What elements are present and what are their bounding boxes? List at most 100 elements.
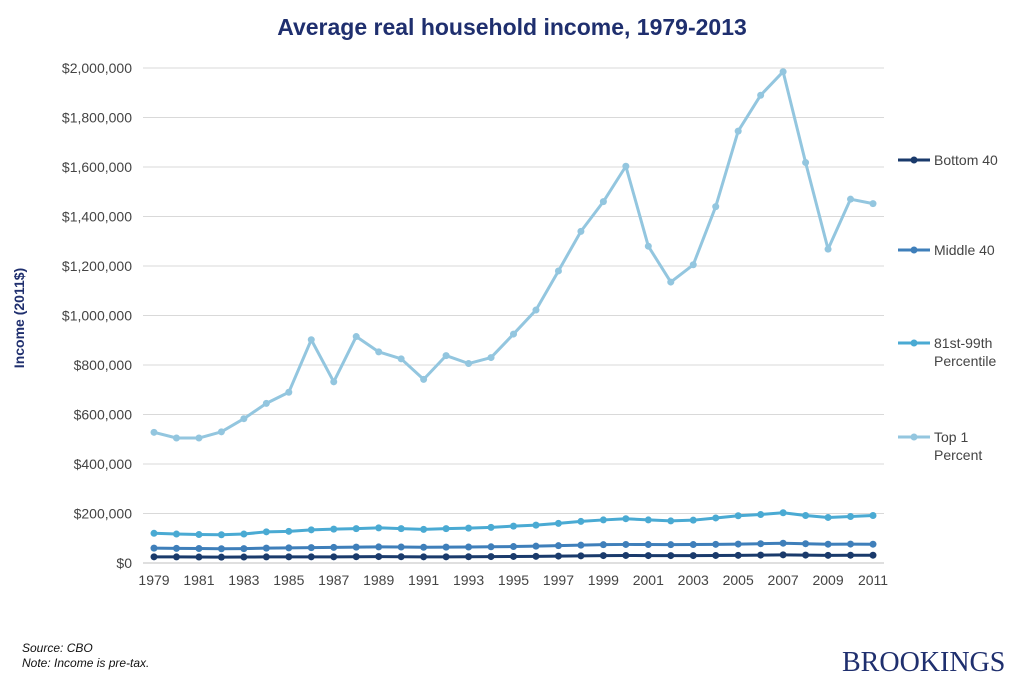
data-point	[824, 540, 832, 548]
data-point	[442, 352, 450, 360]
data-point	[307, 544, 315, 552]
y-tick-label: $1,000,000	[62, 308, 132, 324]
legend-label: Top 1 Percent	[934, 429, 982, 463]
data-point	[779, 68, 787, 76]
data-point	[802, 551, 810, 559]
data-point	[824, 513, 832, 521]
data-point	[330, 525, 338, 533]
data-point	[712, 203, 720, 211]
data-point	[375, 348, 383, 356]
data-point	[240, 553, 248, 561]
data-point	[420, 543, 428, 551]
data-point	[465, 553, 473, 561]
data-point	[554, 552, 562, 560]
legend-label: Bottom 40	[934, 152, 998, 168]
data-point	[150, 529, 158, 537]
data-point	[330, 378, 338, 386]
data-point	[442, 543, 450, 551]
data-point	[465, 360, 473, 368]
series-lines	[150, 68, 877, 561]
data-point	[307, 526, 315, 534]
data-point	[195, 434, 203, 442]
y-tick-label: $600,000	[74, 407, 133, 423]
data-point	[622, 162, 630, 170]
data-point	[712, 514, 720, 522]
x-axis-ticks: 1979 1981 1983 1985 1987 1989 1991 1993 1995 1997…	[138, 572, 888, 588]
data-point	[172, 530, 180, 538]
data-point	[847, 551, 855, 559]
data-point	[487, 523, 495, 531]
data-point	[487, 543, 495, 551]
y-axis-ticks: $0 $200,000 $400,000 $600,000 $800,000 $1,000…	[62, 60, 132, 571]
data-point	[644, 242, 652, 250]
data-point	[824, 245, 832, 253]
x-tick-label: 2001	[633, 572, 664, 588]
x-tick-label: 2011	[858, 572, 888, 588]
data-point	[150, 428, 158, 436]
x-tick-label: 2003	[678, 572, 709, 588]
data-point	[644, 516, 652, 524]
x-tick-label: 1979	[138, 572, 169, 588]
series-middle-40	[150, 539, 877, 553]
data-point	[577, 517, 585, 525]
data-point	[554, 267, 562, 275]
line-chart: Average real household income, 1979-2013…	[11, 14, 998, 588]
data-point	[689, 516, 697, 524]
data-point	[644, 552, 652, 560]
data-point	[622, 551, 630, 559]
x-tick-label: 1983	[228, 572, 259, 588]
x-tick-label: 1989	[363, 572, 394, 588]
data-point	[420, 375, 428, 383]
chart-title: Average real household income, 1979-2013	[277, 14, 747, 40]
y-tick-label: $1,600,000	[62, 159, 132, 175]
x-tick-label: 1999	[588, 572, 619, 588]
y-tick-label: $200,000	[74, 506, 133, 522]
data-point	[869, 540, 877, 548]
y-tick-label: $800,000	[74, 357, 133, 373]
brookings-logo: BROOKINGS	[842, 647, 1006, 678]
data-point	[420, 525, 428, 533]
data-point	[397, 553, 405, 561]
data-point	[240, 415, 248, 423]
data-point	[375, 553, 383, 561]
y-tick-label: $1,400,000	[62, 209, 132, 225]
data-point	[869, 511, 877, 519]
data-point	[397, 355, 405, 363]
data-point	[802, 159, 810, 167]
income-note: Note: Income is pre-tax.	[22, 656, 150, 670]
data-point	[532, 552, 540, 560]
data-point	[262, 544, 270, 552]
data-point	[217, 428, 225, 436]
data-point	[375, 524, 383, 532]
data-point	[622, 540, 630, 548]
data-point	[217, 545, 225, 553]
data-point	[465, 543, 473, 551]
data-point	[487, 354, 495, 362]
data-point	[599, 198, 607, 206]
data-point	[532, 306, 540, 314]
x-tick-label: 1991	[408, 572, 439, 588]
data-point	[352, 553, 360, 561]
data-point	[307, 336, 315, 344]
data-point	[150, 553, 158, 561]
data-point	[352, 333, 360, 341]
y-tick-label: $2,000,000	[62, 60, 132, 76]
data-point	[487, 553, 495, 561]
data-point	[150, 544, 158, 552]
data-point	[712, 540, 720, 548]
data-point	[734, 512, 742, 520]
data-point	[779, 551, 787, 559]
data-point	[352, 543, 360, 551]
x-tick-label: 1993	[453, 572, 484, 588]
data-point	[689, 261, 697, 269]
x-tick-label: 1985	[273, 572, 304, 588]
data-point	[397, 543, 405, 551]
data-point	[442, 553, 450, 561]
data-point	[195, 553, 203, 561]
x-tick-label: 1997	[543, 572, 574, 588]
data-point	[599, 552, 607, 560]
data-point	[195, 545, 203, 553]
data-point	[420, 553, 428, 561]
data-point	[307, 553, 315, 561]
data-point	[330, 543, 338, 551]
